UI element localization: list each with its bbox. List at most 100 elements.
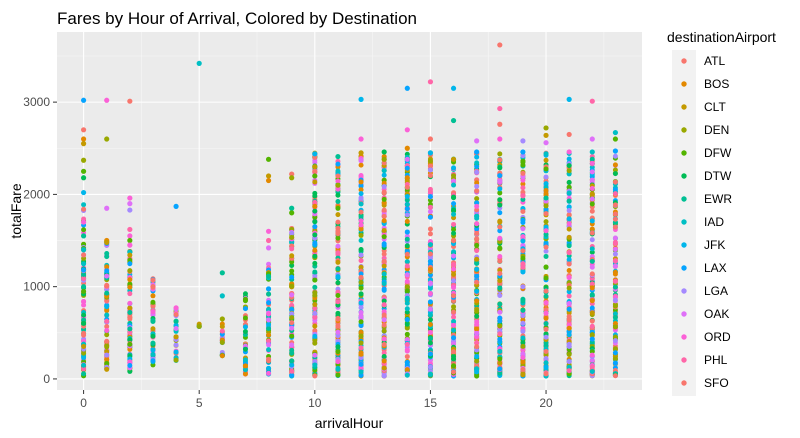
data-point (80, 233, 87, 239)
data-point (566, 163, 572, 169)
data-point (520, 149, 526, 155)
data-point (242, 371, 248, 377)
data-point (451, 369, 457, 375)
data-point (381, 184, 387, 190)
legend-key-atl (681, 58, 687, 64)
legend-label-atl: ATL (704, 54, 725, 68)
data-point (335, 199, 341, 205)
data-point (196, 323, 202, 329)
data-point (335, 259, 341, 265)
data-point (427, 336, 433, 342)
data-point (474, 154, 480, 160)
data-point (451, 227, 457, 233)
data-point (404, 263, 410, 269)
data-point (80, 219, 87, 225)
data-point (81, 355, 87, 361)
data-point (81, 330, 87, 336)
data-point (358, 258, 364, 264)
data-point (312, 306, 318, 312)
data-point (404, 325, 410, 331)
data-point (381, 156, 387, 162)
data-point (520, 162, 526, 168)
data-point (127, 341, 133, 347)
data-point (289, 263, 295, 269)
data-point (312, 164, 318, 170)
data-point (404, 212, 410, 218)
data-point (127, 326, 133, 332)
data-point (474, 354, 480, 360)
data-point (127, 226, 133, 233)
data-point (612, 179, 618, 185)
data-point (404, 85, 410, 91)
data-point (451, 230, 457, 236)
data-point (497, 271, 503, 277)
data-point (312, 155, 318, 161)
data-point (612, 321, 618, 327)
data-point (427, 209, 433, 215)
data-point (566, 168, 572, 174)
data-point (173, 342, 179, 348)
data-point (497, 253, 503, 259)
data-point (358, 329, 364, 335)
data-point (266, 347, 272, 353)
data-point (451, 327, 457, 333)
data-point (173, 318, 179, 324)
data-point (381, 149, 387, 155)
data-point (450, 85, 457, 91)
data-point (289, 274, 295, 280)
data-point (520, 328, 526, 334)
data-point (127, 195, 133, 201)
data-point (474, 149, 480, 155)
data-point (543, 321, 549, 327)
data-point (358, 369, 364, 375)
data-point (497, 245, 503, 251)
legend-label-ewr: EWR (704, 192, 732, 206)
data-point (589, 349, 595, 355)
data-point (612, 284, 618, 290)
data-point (289, 210, 295, 216)
data-point (543, 315, 549, 321)
data-point (566, 226, 572, 232)
data-point (543, 348, 549, 354)
data-point (335, 168, 341, 174)
data-point (612, 211, 618, 217)
data-point (451, 221, 457, 227)
data-point (358, 157, 364, 163)
data-point (81, 271, 87, 277)
data-points (80, 42, 619, 379)
data-point (173, 312, 179, 318)
data-point (566, 216, 572, 222)
data-point (289, 292, 295, 298)
data-point (358, 191, 364, 197)
data-point (127, 252, 133, 258)
data-point (381, 365, 387, 371)
data-point (81, 298, 87, 304)
data-point (474, 266, 480, 272)
data-point (358, 179, 364, 185)
data-point (566, 300, 572, 306)
data-point (612, 356, 618, 362)
data-point (474, 288, 480, 294)
data-point (450, 156, 457, 162)
data-point (335, 366, 341, 372)
data-point (520, 351, 526, 357)
legend-key-jfk (681, 242, 687, 248)
data-point (589, 305, 595, 311)
data-point (566, 359, 572, 365)
data-point (335, 349, 341, 355)
data-point (335, 153, 341, 160)
data-point (104, 360, 110, 366)
data-point (81, 284, 87, 290)
data-point (358, 247, 364, 253)
data-point (589, 276, 595, 282)
data-point (474, 369, 480, 375)
data-point (427, 371, 433, 377)
data-point (265, 156, 272, 162)
data-point (312, 323, 318, 329)
data-point (497, 331, 503, 337)
data-point (312, 224, 318, 230)
data-point (312, 232, 318, 238)
data-point (589, 201, 595, 207)
data-point (404, 165, 410, 171)
data-point (404, 251, 410, 257)
